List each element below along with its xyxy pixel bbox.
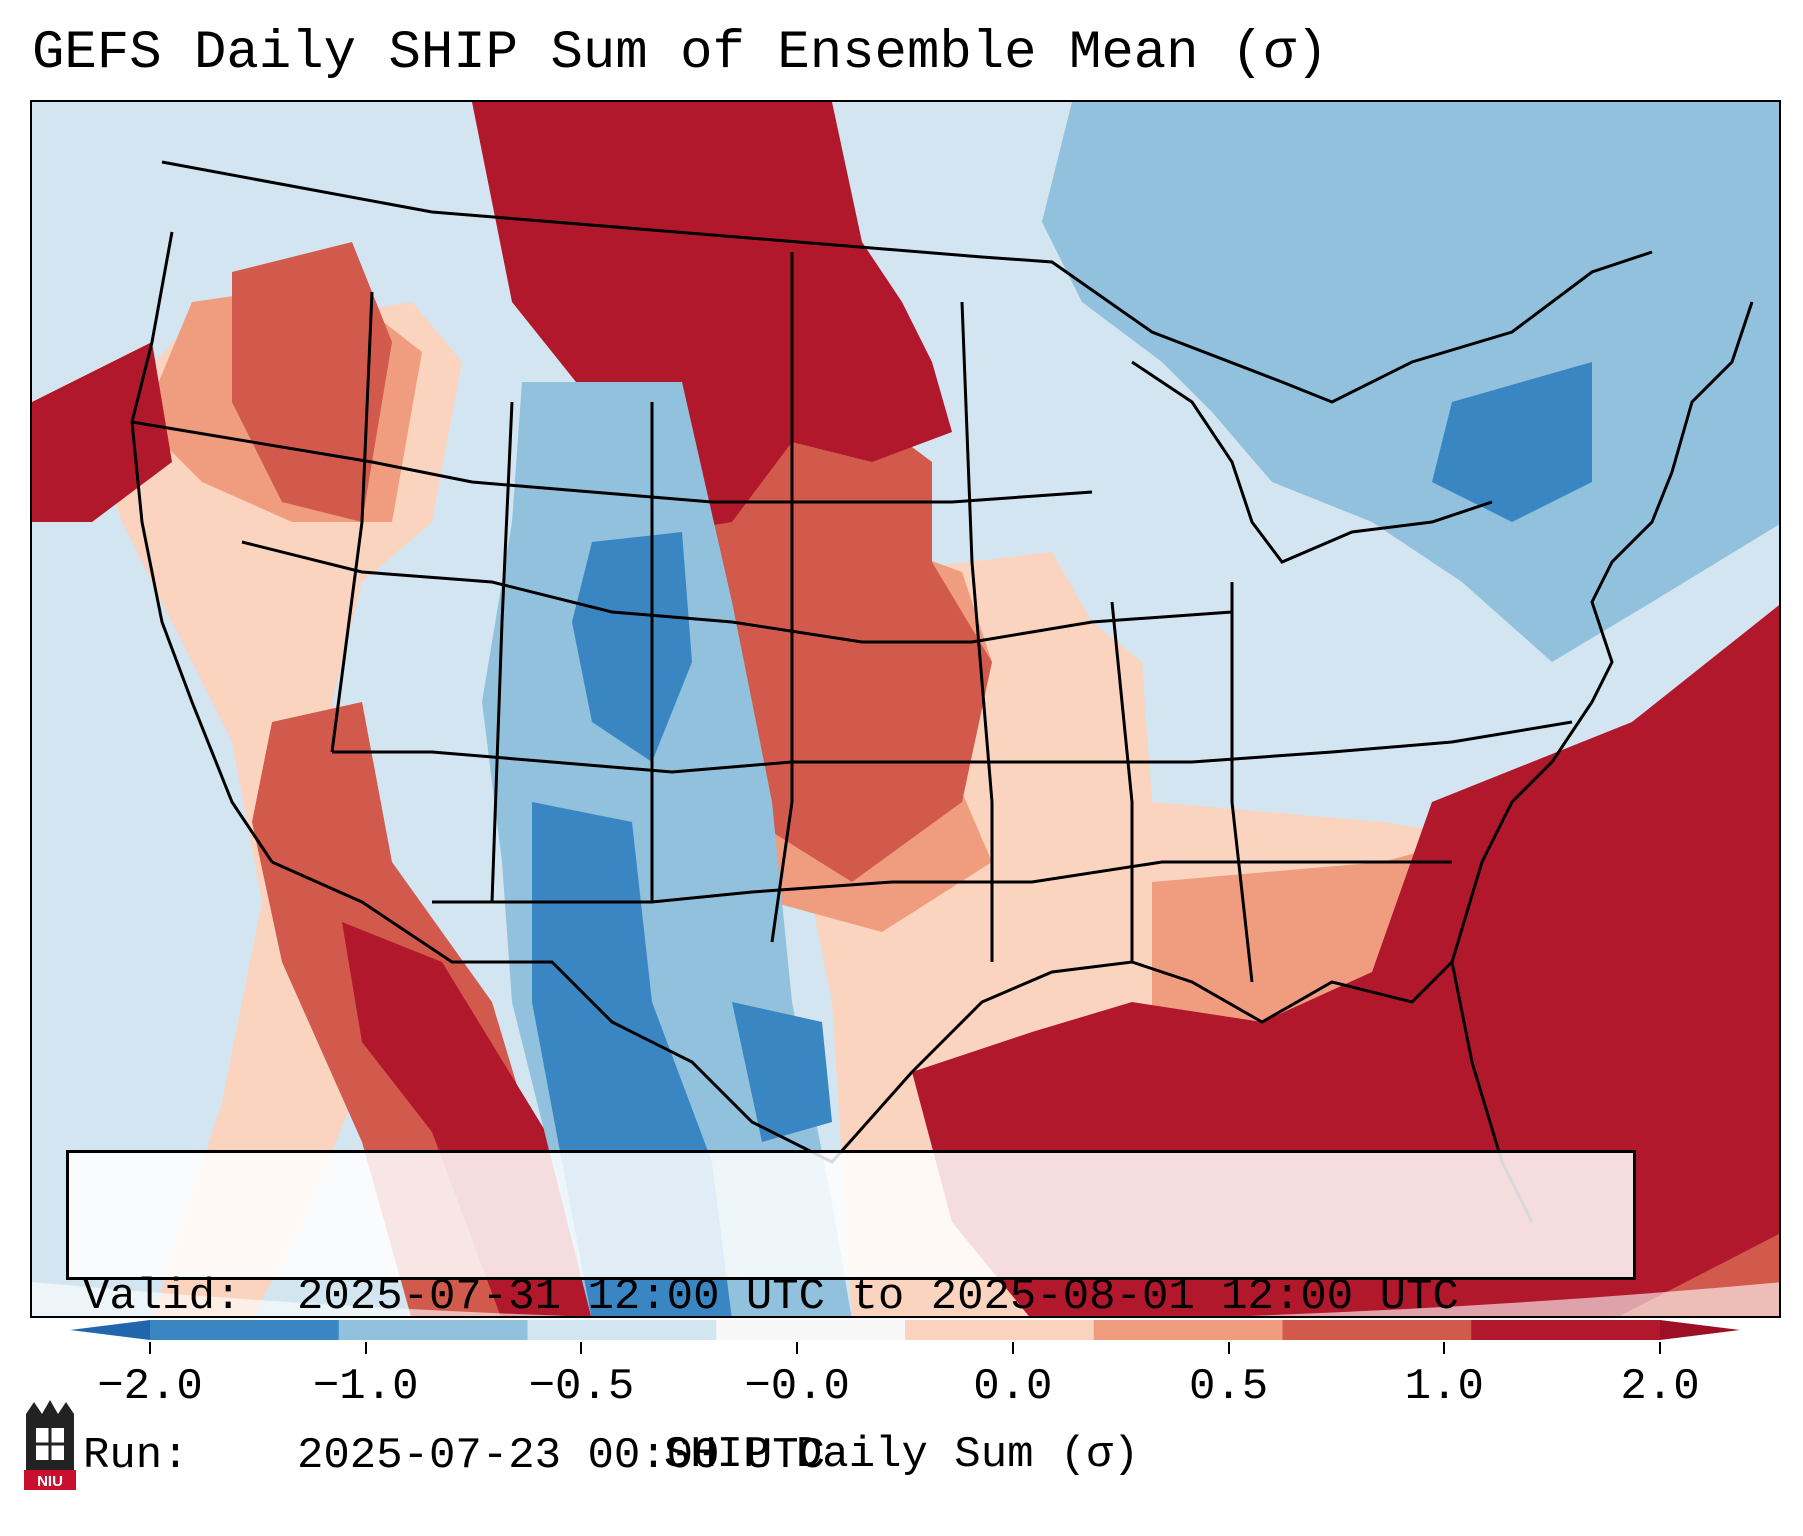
anomaly-map [32,102,1779,1316]
niu-logo: NIU [24,1400,76,1490]
west-coast [130,231,274,863]
colorbar-segment [716,1320,906,1340]
state-line-v1 [330,291,374,753]
colorbar-tick-label: 0.5 [1188,1362,1269,1412]
colorbar-tick-mark [364,1342,367,1354]
colorbar-segment [905,1320,1095,1340]
colorbar-tick-mark [1011,1342,1014,1354]
colorbar-segment [1471,1320,1661,1340]
valid-row: Valid: 2025-07-31 12:00 UTC to 2025-08-0… [83,1271,1619,1324]
map-panel[interactable] [30,100,1781,1318]
colorbar-tick-mark [796,1342,799,1354]
colorbar-tick-label: 1.0 [1404,1362,1484,1412]
anomaly-region-strong-positive-gulf [912,605,1779,1316]
state-line-v4 [770,252,794,943]
colorbar-tick-mark [1227,1342,1230,1354]
colorbar [70,1320,1740,1340]
colorbar-tick-label: 2.0 [1620,1362,1700,1412]
colorbar-tick-label: −2.0 [97,1362,203,1412]
colorbar-tick-mark [149,1342,151,1354]
anomaly-region-positive-oregon [232,242,392,522]
colorbar-tick-label: −0.5 [528,1362,635,1412]
colorbar-tick-mark [580,1342,583,1354]
colorbar-segments [150,1320,1661,1340]
state-line-3 [332,720,1573,774]
colorbar-segment [527,1320,717,1340]
logo-text: NIU [37,1473,63,1490]
state-line-v2 [490,401,514,903]
colorbar-under-arrow [70,1320,150,1340]
colorbar-segment [338,1320,528,1340]
gulf-coast [910,760,1554,1074]
run-value: 2025-07-23 00:00 UTC [297,1431,826,1481]
run-row: Run: 2025-07-23 00:00 UTC [83,1430,1619,1483]
colorbar-tick-label: −0.0 [744,1362,850,1412]
great-lakes [1131,360,1493,564]
colorbar-segment [150,1320,340,1340]
info-box: Valid: 2025-07-31 12:00 UTC to 2025-08-0… [66,1150,1636,1481]
anomaly-region-strong-negative-texas [732,1002,832,1142]
colorbar-segment [1093,1320,1283,1340]
state-line-2 [241,540,1233,644]
anomaly-region-negative-northeast [1042,102,1779,662]
east-coast [1550,301,1754,763]
state-line-v5 [960,301,994,962]
state-line-v6 [1110,601,1134,962]
anomaly-region-strong-negative-ne [1432,362,1592,522]
valid-value: 2025-07-31 12:00 UTC to 2025-08-01 12:00… [297,1272,1459,1322]
anomaly-region-strong-negative-colorado [572,532,692,762]
mexico-border [271,860,914,1164]
run-key: Run: [83,1431,189,1481]
colorbar-tick-label: −1.0 [312,1362,419,1412]
chart-title: GEFS Daily SHIP Sum of Ensemble Mean (σ) [32,23,1329,84]
anomaly-region-strong-positive-north [472,102,952,532]
colorbar-over-arrow [1660,1320,1740,1340]
state-line-v7 [1230,582,1254,983]
state-line-4 [432,860,1452,904]
colorbar-tick-mark [1659,1342,1661,1354]
colorbar-tick-mark [1443,1342,1446,1354]
us-canada-border [161,160,1653,404]
map-bottom-curve [32,1282,1779,1316]
colorbar-tick-label: 0.0 [973,1362,1053,1412]
colorbar-label: SHIP Daily Sum (σ) [663,1430,1140,1480]
boundary-lines [130,160,1754,1223]
valid-key: Valid: [83,1272,242,1322]
colorbar-segment [1282,1320,1472,1340]
